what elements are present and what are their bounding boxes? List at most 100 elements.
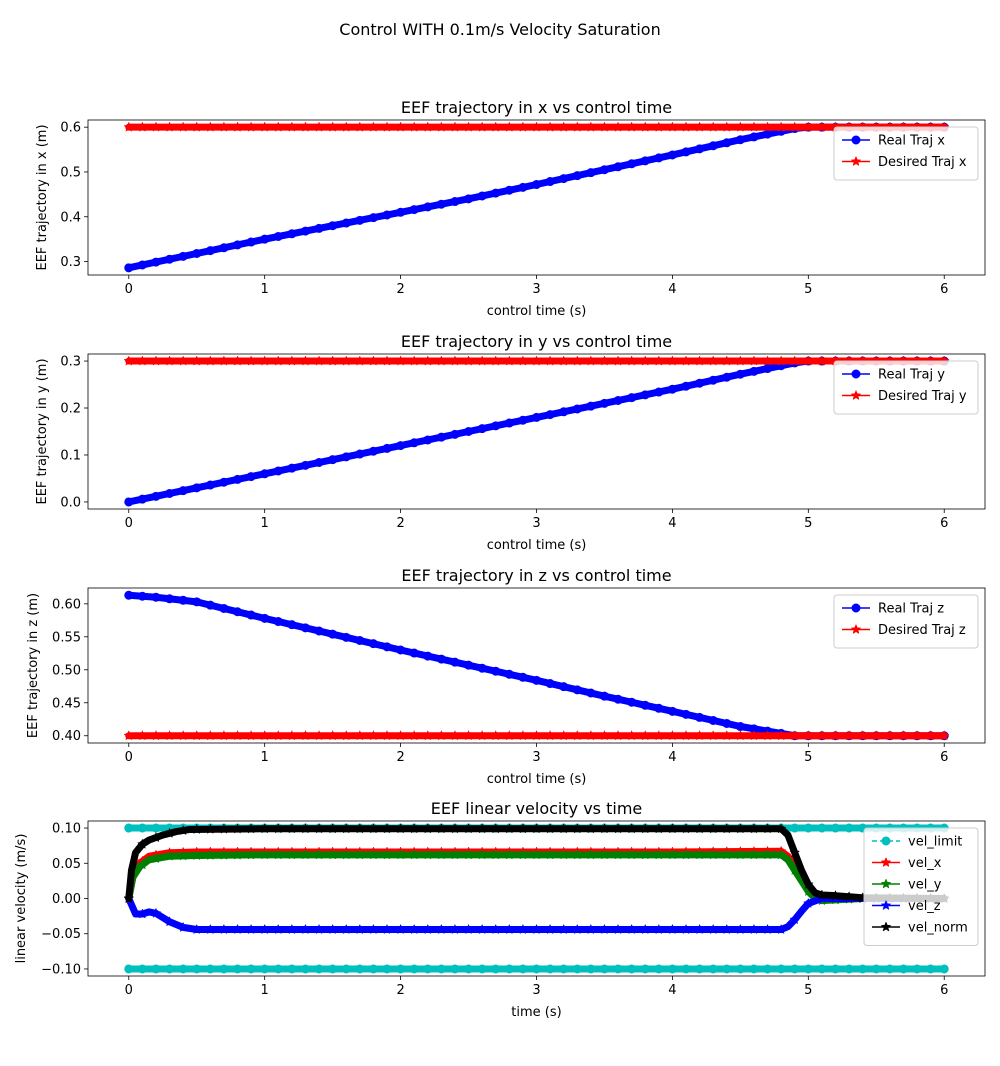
data-point xyxy=(544,849,556,860)
data-point xyxy=(396,964,406,974)
data-point xyxy=(137,260,147,270)
data-point xyxy=(844,823,854,833)
data-point xyxy=(341,964,351,974)
data-point xyxy=(191,923,203,935)
data-point xyxy=(219,603,229,613)
data-point xyxy=(436,964,446,974)
data-point xyxy=(585,355,597,366)
legend-entry-vel_y: vel_y xyxy=(872,878,942,893)
data-point xyxy=(341,632,351,642)
x-tick-label: 3 xyxy=(532,983,540,998)
data-point xyxy=(517,121,529,132)
legend-entry-vel_z: vel_z xyxy=(872,899,941,914)
data-point xyxy=(124,823,134,833)
chart-panel-2: EEF trajectory in y vs control time 0 1 2 3 4… xyxy=(35,332,986,553)
data-point xyxy=(571,121,583,132)
data-point xyxy=(775,849,787,860)
data-point xyxy=(449,823,461,834)
data-point xyxy=(435,923,447,935)
data-point xyxy=(775,730,787,741)
data-point xyxy=(585,730,597,741)
legend-label: vel_limit xyxy=(908,835,962,850)
data-point xyxy=(749,964,759,974)
data-point xyxy=(640,156,650,166)
data-point xyxy=(734,923,746,935)
data-point xyxy=(653,355,665,366)
data-point xyxy=(667,150,677,160)
data-point xyxy=(245,355,257,366)
data-point xyxy=(613,396,623,405)
data-point xyxy=(640,700,650,710)
data-point xyxy=(232,849,243,860)
legend-entry-Real Traj y: Real Traj y xyxy=(842,368,945,383)
data-point xyxy=(233,240,242,250)
data-point xyxy=(422,121,434,132)
x-tick-label: 5 xyxy=(804,282,812,297)
x-axis-label: time (s) xyxy=(511,1005,561,1020)
chart-title: EEF trajectory in y vs control time xyxy=(401,332,672,351)
data-point xyxy=(735,135,745,145)
data-point xyxy=(219,243,229,253)
data-point xyxy=(938,730,950,741)
data-point xyxy=(204,355,216,366)
data-point xyxy=(476,355,488,366)
data-point xyxy=(571,823,583,834)
x-tick-label: 0 xyxy=(125,282,133,297)
data-point xyxy=(259,730,271,741)
data-point xyxy=(273,617,283,627)
data-point xyxy=(667,384,677,394)
data-point xyxy=(831,964,840,974)
x-tick-label: 2 xyxy=(396,516,404,531)
data-point xyxy=(639,355,651,366)
data-point xyxy=(830,890,841,901)
data-point xyxy=(559,964,569,974)
legend-marker xyxy=(850,389,862,401)
data-point xyxy=(504,964,514,974)
data-point xyxy=(191,121,203,132)
data-point xyxy=(449,849,461,860)
data-point xyxy=(435,849,447,860)
data-point xyxy=(164,121,175,132)
data-point xyxy=(939,964,949,974)
x-tick-label: 6 xyxy=(940,516,948,531)
data-point xyxy=(816,889,828,900)
data-point xyxy=(857,730,869,741)
data-point xyxy=(694,923,705,935)
data-point xyxy=(287,229,297,239)
data-point xyxy=(218,730,230,741)
data-point xyxy=(204,923,216,935)
data-point xyxy=(463,823,474,834)
data-point xyxy=(545,410,555,420)
data-point xyxy=(503,355,515,366)
data-point xyxy=(490,823,502,834)
x-tick-label: 6 xyxy=(940,282,948,297)
data-point xyxy=(328,455,338,465)
x-tick-label: 4 xyxy=(668,282,676,297)
legend-label: vel_z xyxy=(908,899,941,914)
legend-entry-vel_x: vel_x xyxy=(872,856,942,871)
data-point xyxy=(260,964,270,974)
data-point xyxy=(490,923,502,935)
data-point xyxy=(545,679,555,689)
data-point xyxy=(599,398,609,408)
data-point xyxy=(775,923,787,935)
data-point xyxy=(136,838,148,849)
data-point xyxy=(340,923,352,935)
data-point xyxy=(327,730,339,741)
data-point xyxy=(150,852,162,864)
data-point xyxy=(518,182,528,192)
data-point xyxy=(762,355,773,366)
data-point xyxy=(817,823,827,833)
x-tick-label: 3 xyxy=(532,750,540,765)
data-point xyxy=(680,730,692,741)
data-point xyxy=(640,964,650,974)
data-point xyxy=(667,823,678,834)
data-point xyxy=(354,823,366,834)
data-point xyxy=(382,964,392,974)
data-point xyxy=(436,199,446,209)
data-point xyxy=(191,730,203,741)
data-point xyxy=(572,964,582,974)
y-tick-label: 0.45 xyxy=(52,696,81,711)
data-point xyxy=(408,730,420,741)
data-point xyxy=(640,390,650,400)
